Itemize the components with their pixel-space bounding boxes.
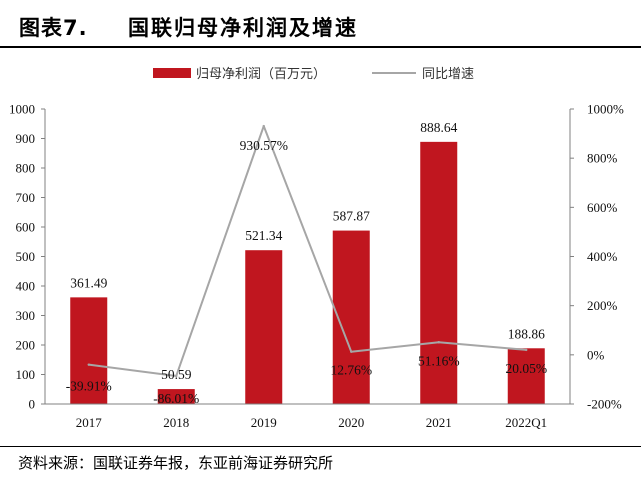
x-tick-label: 2020 bbox=[338, 415, 364, 430]
right-tick-label: 800% bbox=[587, 151, 618, 166]
line-data-labels: -39.91% -86.01% 930.57% 12.76% 51.16% 20.05% bbox=[66, 138, 547, 406]
bar-value-label: 361.49 bbox=[70, 275, 107, 290]
bar-2021 bbox=[420, 141, 458, 404]
x-tick-label: 2022Q1 bbox=[505, 415, 547, 430]
right-tick-label: 600% bbox=[587, 200, 618, 215]
right-tick-label: 0% bbox=[587, 347, 605, 362]
bar-value-label: 888.64 bbox=[420, 120, 457, 135]
x-axis: 2017 2018 2019 2020 2021 2022Q1 bbox=[45, 403, 570, 430]
bar-2022Q1 bbox=[507, 348, 545, 404]
x-tick-label: 2021 bbox=[426, 415, 452, 430]
growth-point-2018 bbox=[175, 374, 178, 378]
left-tick-label: 300 bbox=[16, 308, 36, 323]
right-tick-label: 400% bbox=[587, 249, 618, 264]
right-tick-label: 200% bbox=[587, 298, 618, 313]
left-tick-label: 200 bbox=[16, 338, 36, 353]
growth-point-2019 bbox=[262, 124, 265, 128]
figure-header: 图表7. 国联归母净利润及增速 bbox=[0, 0, 641, 46]
growth-value-label: 51.16% bbox=[418, 353, 460, 368]
bar-2019 bbox=[245, 250, 283, 404]
x-tick-label: 2018 bbox=[163, 415, 189, 430]
growth-value-label: 20.05% bbox=[505, 361, 547, 376]
left-tick-label: 1000 bbox=[9, 102, 35, 117]
legend-swatch-bar bbox=[153, 68, 191, 78]
bar-value-label: 188.86 bbox=[508, 326, 545, 341]
left-tick-label: 800 bbox=[16, 161, 36, 176]
growth-value-label: 930.57% bbox=[240, 138, 288, 153]
x-tick-label: 2017 bbox=[76, 415, 103, 430]
growth-point-2020 bbox=[350, 350, 353, 353]
bar-series bbox=[70, 141, 545, 404]
bar-2018 bbox=[157, 389, 195, 404]
left-tick-label: 900 bbox=[16, 131, 36, 146]
profit-growth-chart: 归母净利润（百万元） 同比增速 0 100 200 300 400 500 600 700 80… bbox=[9, 67, 624, 430]
bar-2017 bbox=[70, 297, 108, 404]
bar-value-label: 521.34 bbox=[245, 228, 282, 243]
growth-value-label: 12.76% bbox=[330, 363, 372, 378]
chart-legend: 归母净利润（百万元） 同比增速 bbox=[153, 67, 474, 82]
left-tick-label: 0 bbox=[29, 397, 36, 412]
growth-value-label: -86.01% bbox=[153, 391, 199, 406]
left-tick-label: 100 bbox=[16, 367, 36, 382]
top-divider bbox=[0, 46, 641, 48]
left-tick-label: 600 bbox=[16, 220, 36, 235]
line-series bbox=[87, 124, 528, 378]
growth-point-2021 bbox=[437, 341, 440, 344]
right-y-axis: -200% 0% 200% 400% 600% 800% 1000% bbox=[569, 102, 624, 412]
figure-label: 图表7. bbox=[19, 16, 88, 40]
growth-line bbox=[88, 125, 527, 377]
growth-point-2022Q1 bbox=[525, 348, 528, 352]
growth-value-label: -39.91% bbox=[66, 379, 112, 394]
left-tick-label: 400 bbox=[16, 279, 36, 294]
figure-title: 国联归母净利润及增速 bbox=[128, 16, 358, 40]
left-y-axis: 0 100 200 300 400 500 600 700 800 900 1000 bbox=[9, 102, 46, 412]
right-tick-label: 1000% bbox=[587, 102, 624, 117]
left-tick-label: 500 bbox=[16, 249, 36, 264]
x-tick-label: 2019 bbox=[251, 415, 277, 430]
source-note: 资料来源：国联证券年报，东亚前海证券研究所 bbox=[18, 454, 334, 472]
bar-data-labels: 361.49 50.59 521.34 587.87 888.64 188.86 bbox=[70, 120, 545, 382]
left-tick-label: 700 bbox=[16, 190, 36, 205]
right-tick-label: -200% bbox=[587, 397, 622, 412]
bottom-divider bbox=[0, 446, 641, 447]
bar-value-label: 587.87 bbox=[333, 209, 370, 224]
growth-point-2017 bbox=[87, 363, 90, 366]
legend-label-line: 同比增速 bbox=[422, 67, 474, 82]
legend-label-bar: 归母净利润（百万元） bbox=[196, 67, 326, 82]
bar-value-label: 50.59 bbox=[161, 367, 192, 382]
